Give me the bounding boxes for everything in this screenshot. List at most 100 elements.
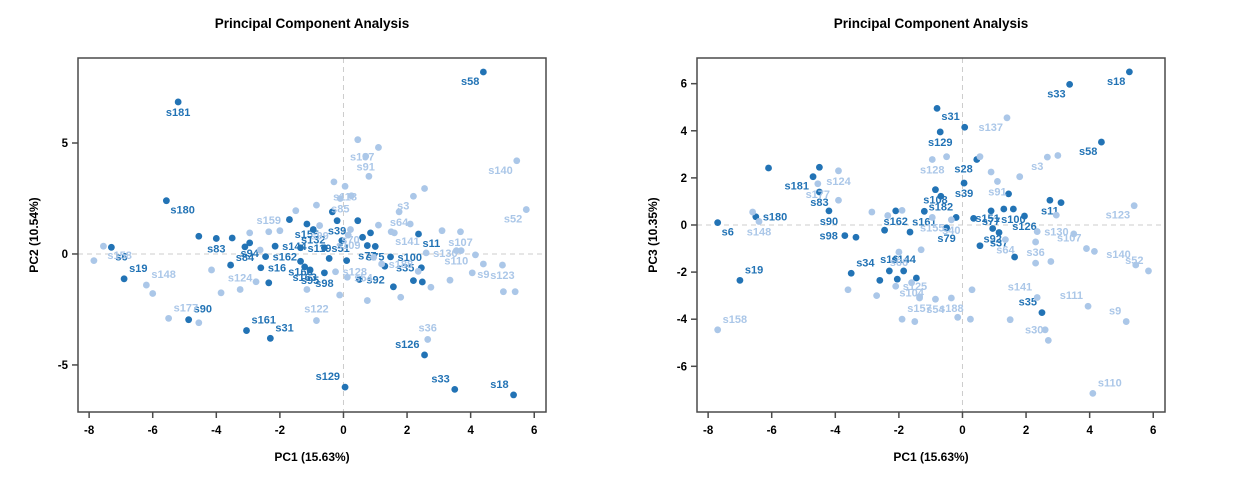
- data-point: [359, 233, 366, 241]
- data-point: [338, 237, 346, 245]
- point-label: s180: [763, 212, 787, 224]
- data-point: [749, 208, 757, 216]
- data-point: [1003, 114, 1011, 122]
- data-point: [332, 268, 339, 276]
- data-point: [933, 105, 941, 112]
- data-point: [371, 243, 379, 250]
- data-point: [1032, 259, 1040, 267]
- point-label: s28: [954, 164, 972, 176]
- x-tick-label: 2: [404, 425, 410, 437]
- data-point: [814, 180, 822, 188]
- data-point: [341, 182, 349, 190]
- point-label: s79: [937, 233, 955, 245]
- data-point: [354, 217, 362, 225]
- data-point: [330, 178, 338, 186]
- point-label: s39: [955, 188, 973, 200]
- data-point: [410, 277, 417, 285]
- point-label: s177: [806, 189, 830, 201]
- data-point: [499, 261, 506, 269]
- point-label: s124: [228, 272, 253, 284]
- data-point: [451, 385, 459, 393]
- data-point: [947, 294, 955, 302]
- data-point: [406, 220, 414, 228]
- point-label: s140: [1106, 249, 1130, 261]
- data-point: [286, 216, 293, 223]
- point-label: s84: [236, 252, 255, 264]
- data-point: [410, 192, 417, 200]
- data-point: [1000, 205, 1008, 213]
- x-tick-label: 4: [467, 425, 474, 437]
- point-label: s124: [826, 176, 851, 188]
- data-point: [162, 197, 170, 205]
- point-label: s130: [433, 248, 457, 260]
- data-point: [390, 229, 398, 237]
- data-point: [513, 157, 521, 165]
- data-point: [424, 336, 432, 343]
- data-point: [343, 273, 351, 281]
- data-point: [421, 185, 428, 192]
- data-point: [967, 315, 974, 323]
- point-label: s148: [747, 226, 771, 238]
- y-tick-label: 0: [62, 249, 68, 261]
- point-label: s123: [1106, 210, 1130, 222]
- data-point: [755, 218, 763, 225]
- data-point: [884, 212, 892, 219]
- y-tick-label: 5: [62, 138, 69, 150]
- data-point: [336, 195, 344, 202]
- data-point: [908, 279, 916, 287]
- data-point: [185, 316, 193, 324]
- data-point: [932, 186, 939, 194]
- data-point: [262, 253, 269, 261]
- point-label: s30: [1025, 324, 1043, 336]
- x-tick-label: -4: [211, 425, 222, 437]
- data-point: [479, 68, 487, 76]
- data-point: [835, 196, 842, 204]
- data-point: [943, 224, 950, 232]
- data-point: [1011, 253, 1019, 261]
- x-tick-label: -4: [830, 425, 841, 437]
- point-label: s141: [1008, 282, 1032, 294]
- data-point: [341, 383, 349, 391]
- chart-title: Principal Component Analysis: [214, 16, 410, 31]
- data-point: [395, 208, 403, 216]
- data-point: [987, 168, 995, 176]
- data-point: [320, 244, 328, 252]
- data-point: [928, 214, 936, 221]
- data-point: [1054, 152, 1062, 159]
- y-tick-label: 2: [681, 173, 687, 185]
- point-label: s110: [1098, 377, 1122, 389]
- x-tick-label: -2: [894, 425, 904, 437]
- point-label: s122: [304, 304, 328, 316]
- data-point: [107, 243, 115, 251]
- data-point: [90, 257, 98, 265]
- point-label: s128: [920, 165, 944, 177]
- point-label: s157: [907, 303, 931, 315]
- data-point: [1098, 138, 1105, 146]
- data-point: [961, 123, 969, 131]
- point-label: s141: [395, 236, 419, 248]
- data-point: [911, 318, 919, 325]
- data-point: [892, 282, 900, 290]
- data-point: [212, 235, 220, 242]
- point-label: s90: [194, 304, 212, 316]
- data-point: [1021, 212, 1028, 220]
- point-label: s126: [1012, 221, 1036, 233]
- point-label: s16: [880, 254, 898, 266]
- data-point: [301, 263, 309, 271]
- data-point: [343, 257, 351, 265]
- data-point: [246, 229, 254, 237]
- data-point: [174, 98, 182, 106]
- data-point: [236, 286, 244, 293]
- point-label: s6: [115, 251, 127, 263]
- data-point: [1083, 245, 1090, 252]
- data-point: [816, 188, 823, 196]
- data-point: [1132, 261, 1140, 269]
- data-point: [217, 289, 225, 297]
- data-point: [1038, 309, 1046, 317]
- data-point: [916, 293, 923, 301]
- data-point: [325, 255, 333, 262]
- data-point: [303, 220, 311, 228]
- point-label: s110: [444, 256, 468, 268]
